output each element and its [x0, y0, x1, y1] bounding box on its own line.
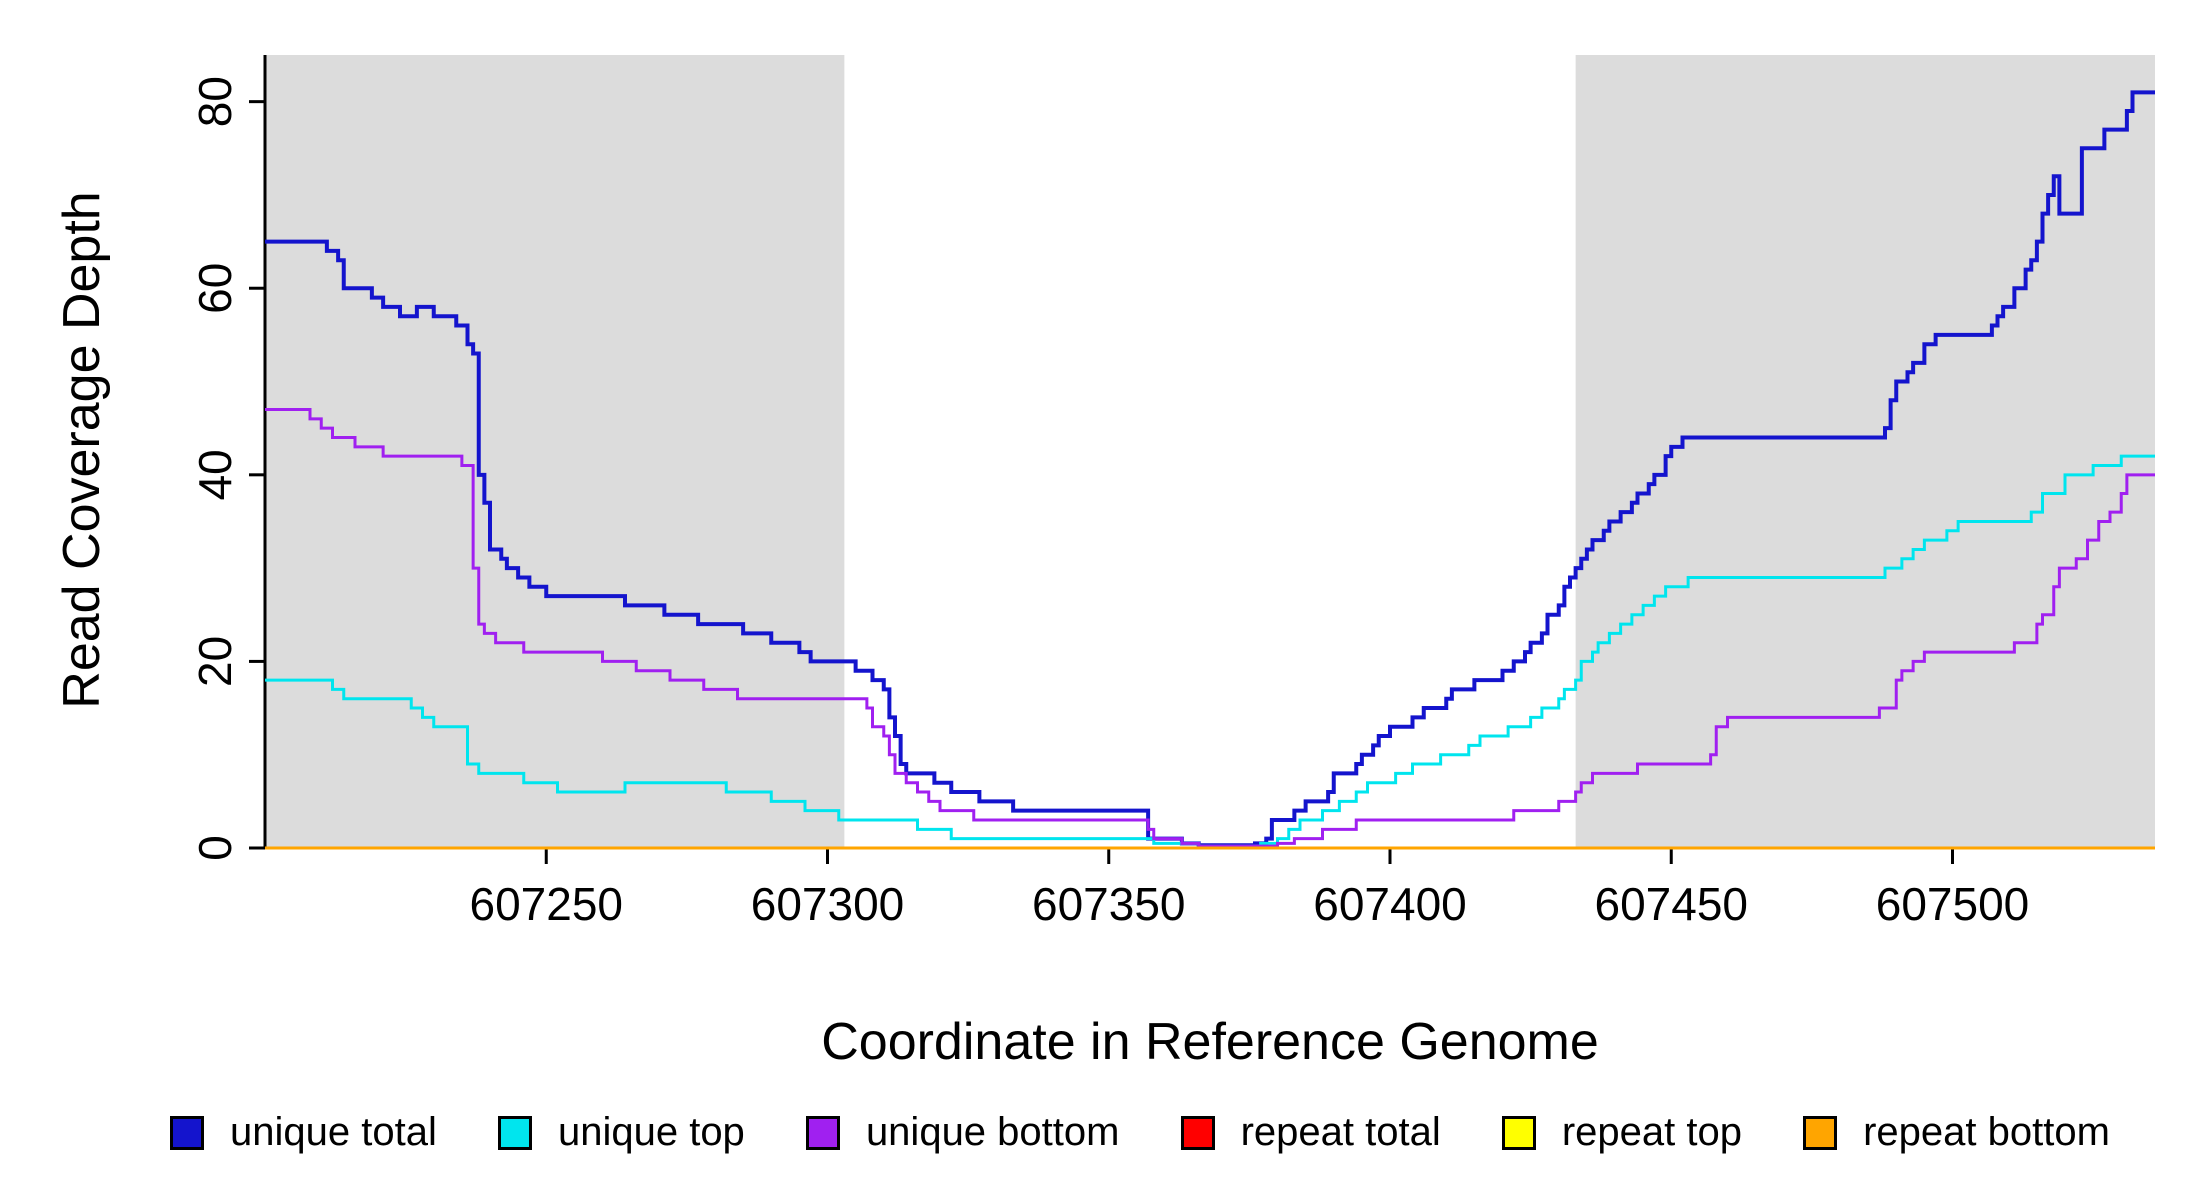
x-tick-label: 607250 [470, 878, 624, 930]
legend-label: repeat total [1240, 1110, 1441, 1154]
series-unique-top [265, 454, 2155, 848]
shaded-region [1575, 55, 2155, 848]
legend-item-unique-total: unique total [170, 1110, 437, 1155]
legend-swatch [805, 1115, 840, 1150]
legend-item-repeat-bottom: repeat bottom [1803, 1110, 2110, 1155]
series-unique-total [265, 90, 2155, 848]
y-tick-label: 60 [189, 263, 241, 314]
y-tick-label: 20 [189, 636, 241, 687]
x-tick-label: 607450 [1595, 878, 1749, 930]
y-tick-label: 40 [189, 449, 241, 500]
y-axis-label: Read Coverage Depth [53, 191, 111, 709]
legend-swatch [1803, 1115, 1838, 1150]
legend-label: repeat bottom [1863, 1110, 2110, 1154]
series-unique-bottom [265, 408, 2155, 848]
legend-item-unique-bottom: unique bottom [805, 1110, 1120, 1155]
legend-item-repeat-top: repeat top [1501, 1110, 1742, 1155]
legend-label: unique bottom [865, 1110, 1120, 1154]
legend-label: repeat top [1561, 1110, 1742, 1154]
x-axis-label: Coordinate in Reference Genome [821, 1013, 1599, 1071]
legend-swatch [170, 1115, 204, 1150]
legend-swatch [497, 1115, 532, 1150]
x-tick-label: 607300 [751, 878, 905, 930]
plot-area: 607250 607300 607350 607400 607450 607500 0 20 4… [189, 55, 2155, 930]
legend-label: unique top [557, 1110, 745, 1154]
legend-item-unique-top: unique top [497, 1110, 745, 1155]
y-tick-label: 0 [189, 835, 241, 861]
legend-swatch [1180, 1115, 1215, 1150]
legend-item-repeat-total: repeat total [1180, 1110, 1441, 1155]
shaded-region [265, 55, 845, 848]
legend: unique total unique top unique bottom repea… [0, 1110, 2200, 1155]
x-tick-label: 607500 [1876, 878, 2030, 930]
legend-swatch [1501, 1115, 1536, 1150]
y-tick-label: 80 [189, 76, 241, 127]
legend-label: unique total [230, 1110, 437, 1154]
x-tick-label: 607400 [1313, 878, 1467, 930]
x-tick-label: 607350 [1032, 878, 1186, 930]
